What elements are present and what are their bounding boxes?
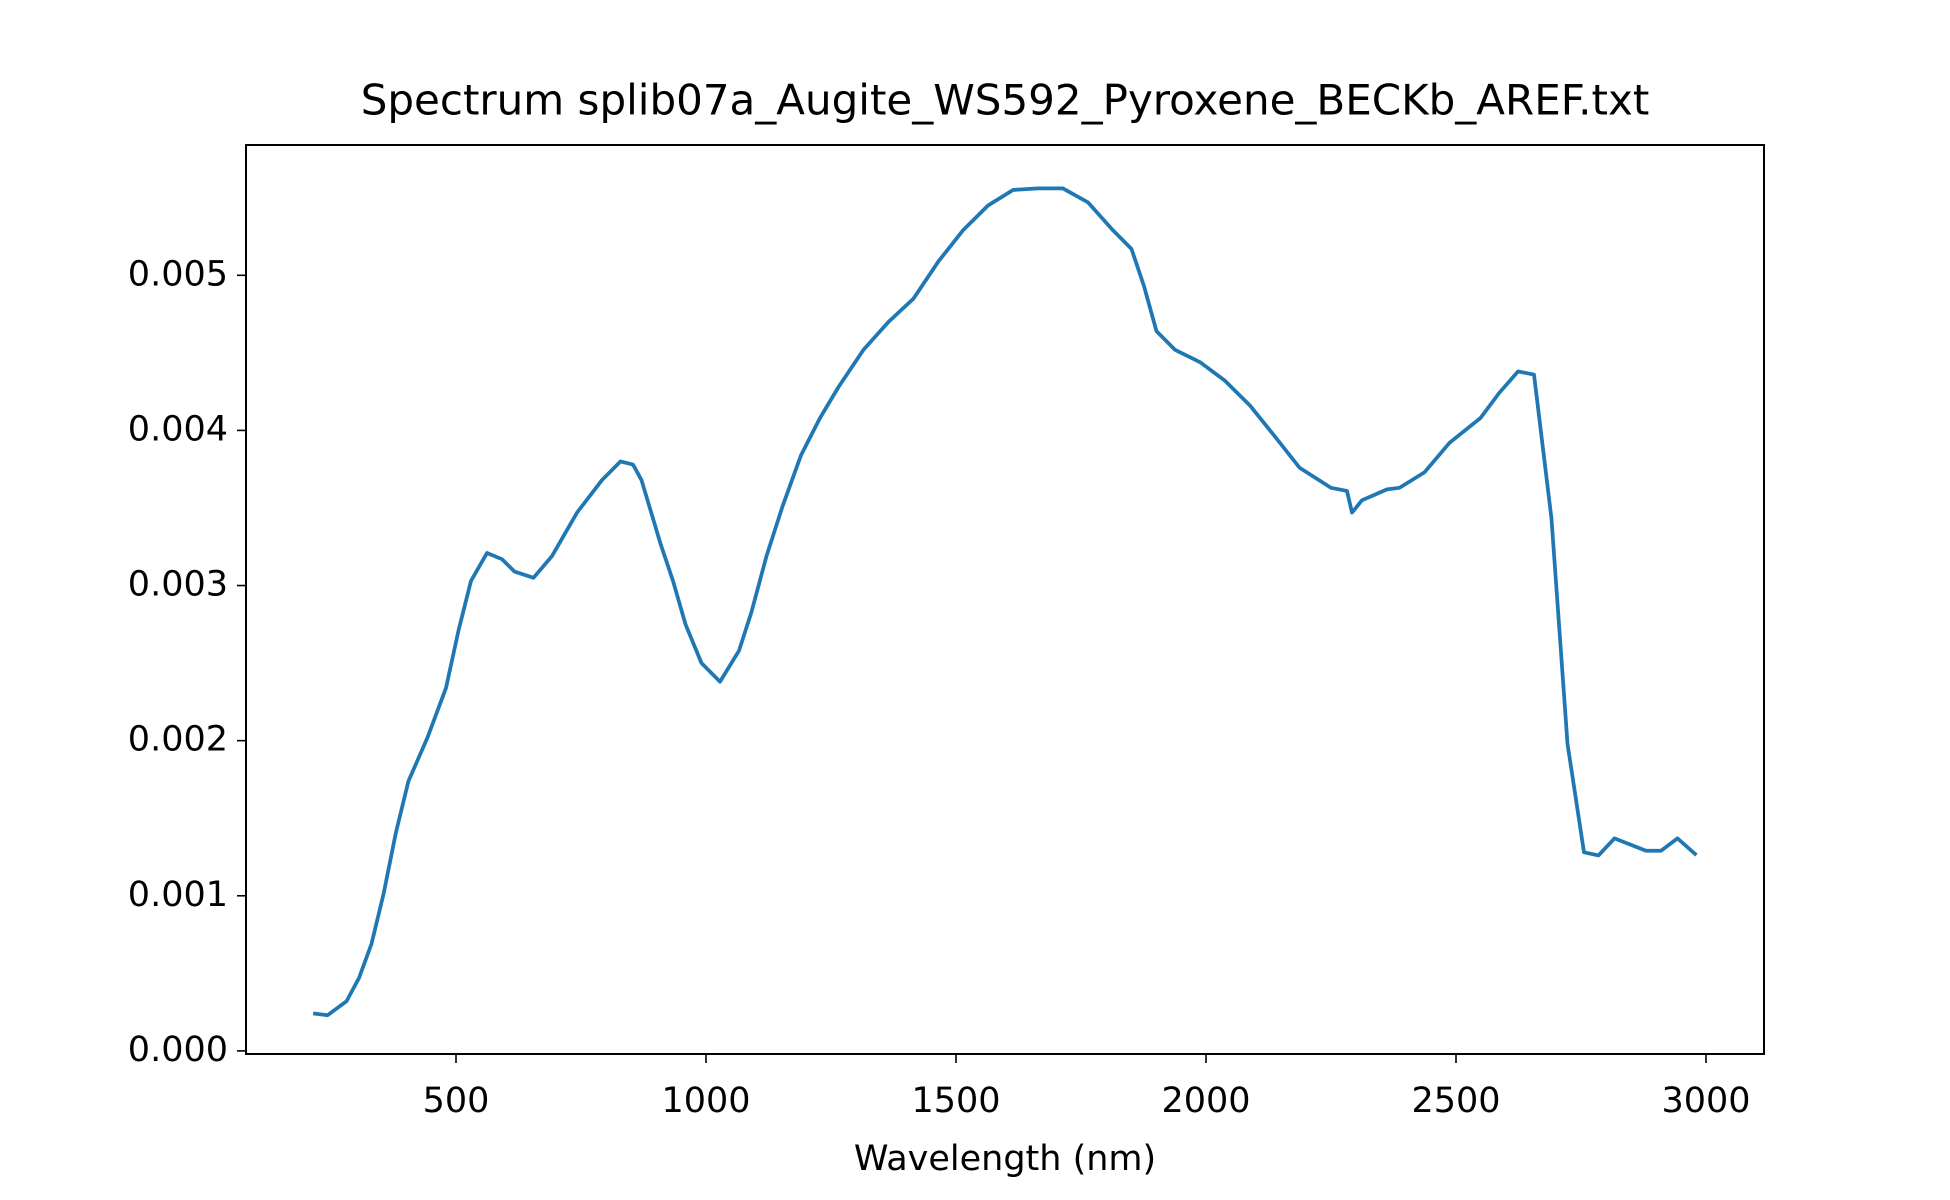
y-tick-label: 0.000 — [128, 1030, 228, 1070]
y-tick-label: 0.004 — [128, 409, 228, 449]
y-tick-label: 0.005 — [128, 254, 228, 294]
x-tick-label: 2500 — [1411, 1081, 1500, 1121]
x-axis-label: Wavelength (nm) — [854, 1139, 1156, 1179]
y-tick-label: 0.002 — [128, 720, 228, 760]
x-tick-label: 2000 — [1161, 1081, 1250, 1121]
x-tick-label: 3000 — [1661, 1081, 1750, 1121]
y-tick-label: 0.001 — [128, 875, 228, 915]
y-tick-label: 0.003 — [128, 565, 228, 605]
chart-title: Spectrum splib07a_Augite_WS592_Pyroxene_… — [361, 76, 1650, 125]
x-tick-label: 1000 — [661, 1081, 750, 1121]
data-line — [312, 186, 1698, 1018]
plot-frame — [245, 144, 1765, 1055]
x-tick-label: 1500 — [911, 1081, 1000, 1121]
x-tick-label: 500 — [423, 1081, 490, 1121]
